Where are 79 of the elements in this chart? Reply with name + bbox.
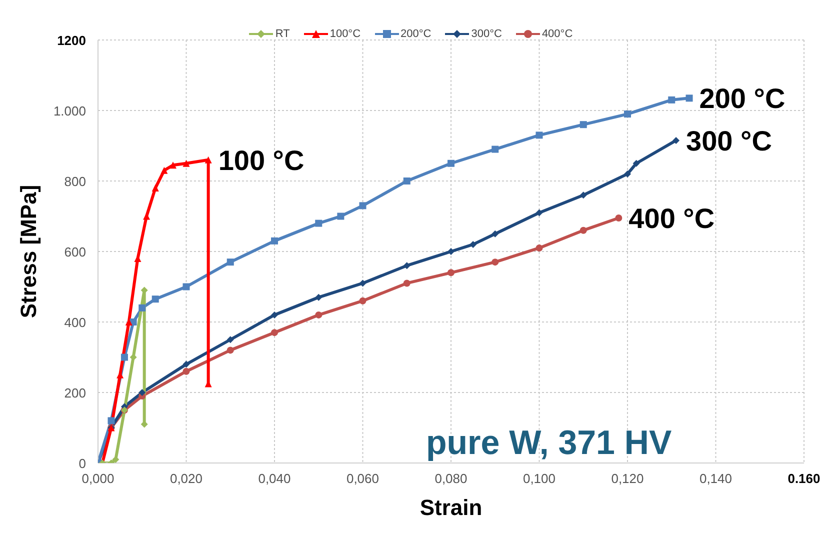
- x-axis-title: Strain: [420, 495, 482, 520]
- point: [448, 160, 454, 167]
- legend-label: 100°C: [328, 28, 361, 40]
- point: [536, 209, 543, 216]
- point: [668, 96, 676, 104]
- point: [359, 280, 366, 287]
- point: [686, 94, 693, 102]
- point: [315, 311, 322, 318]
- x-tick-label: 0,000: [82, 471, 114, 486]
- point: [130, 354, 137, 361]
- point: [403, 280, 410, 287]
- point: [182, 360, 190, 368]
- point: [492, 146, 499, 153]
- point: [138, 389, 146, 396]
- y-tick-label: 600: [64, 244, 86, 260]
- x-tick-label: 0,020: [170, 471, 203, 486]
- point: [615, 214, 622, 222]
- point: [448, 269, 454, 276]
- y-axis-title: Stress [MPa]: [16, 184, 41, 318]
- annotation: pure W, 371 HV: [426, 424, 672, 463]
- x-tick-label: 0,140: [699, 471, 732, 486]
- y-tick-label: 1200: [57, 33, 86, 48]
- x-tick-label: 0,060: [346, 471, 380, 486]
- x-tick-label: 0,040: [258, 471, 291, 486]
- point: [672, 136, 680, 144]
- point: [182, 160, 190, 167]
- point: [152, 296, 159, 303]
- y-tick-label: 0: [78, 456, 86, 471]
- y-tick-label: 1.000: [53, 104, 86, 118]
- point: [536, 244, 543, 252]
- point: [160, 166, 168, 174]
- point: [492, 258, 499, 266]
- legend-label: RT: [274, 28, 290, 40]
- point: [580, 192, 587, 199]
- point: [624, 110, 631, 118]
- point: [403, 178, 410, 184]
- point: [226, 258, 234, 266]
- point: [152, 184, 159, 192]
- point: [470, 240, 477, 248]
- point: [138, 304, 146, 312]
- point: [624, 170, 631, 178]
- x-tick-label: 0,120: [611, 471, 644, 486]
- annotation: 200 °C: [699, 83, 786, 114]
- point: [108, 417, 115, 424]
- x-tick-label: 0,100: [522, 471, 556, 486]
- point: [204, 156, 212, 164]
- legend-label: 400°C: [540, 28, 573, 40]
- point: [632, 160, 640, 167]
- legend-label: 200°C: [400, 28, 432, 40]
- point: [536, 132, 543, 139]
- point: [580, 226, 587, 234]
- point: [580, 121, 587, 128]
- x-tick-label: 0,080: [434, 471, 468, 486]
- y-tick-label: 400: [64, 315, 86, 330]
- point: [403, 262, 410, 270]
- point: [492, 230, 499, 238]
- point: [315, 294, 322, 301]
- point: [112, 456, 120, 463]
- point: [337, 212, 344, 220]
- point: [271, 311, 278, 318]
- point: [226, 346, 234, 354]
- annotation: 100 °C: [218, 144, 304, 176]
- y-tick-label: 200: [64, 386, 86, 400]
- point: [120, 354, 128, 361]
- point: [448, 248, 454, 255]
- annotation: 300 °C: [686, 125, 772, 156]
- x-tick-label: 0.160: [788, 471, 820, 486]
- point: [271, 329, 278, 336]
- point: [315, 220, 322, 227]
- point: [359, 202, 366, 210]
- point: [182, 283, 190, 290]
- point: [170, 162, 177, 169]
- point: [226, 336, 234, 344]
- y-tick-label: 800: [64, 174, 86, 189]
- point: [182, 368, 190, 375]
- point: [359, 297, 366, 304]
- legend-label: 300°C: [470, 28, 502, 40]
- point: [271, 237, 278, 244]
- annotation: 400 °C: [628, 202, 715, 234]
